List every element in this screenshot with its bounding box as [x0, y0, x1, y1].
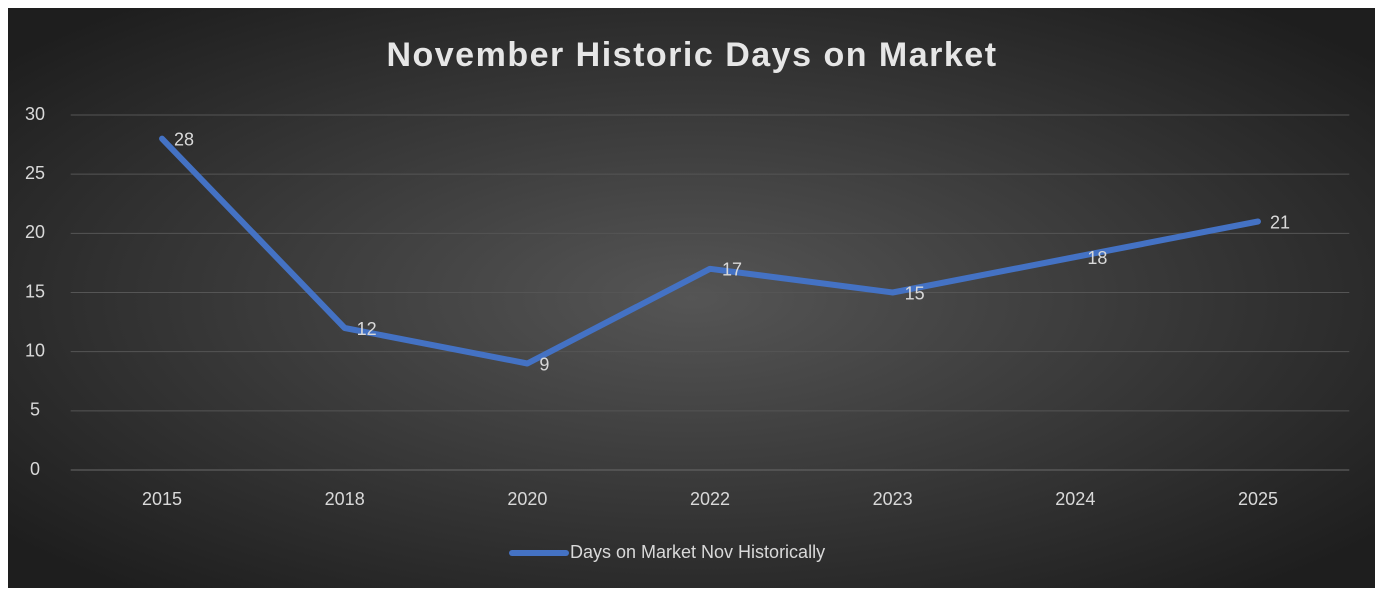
- legend-label: Days on Market Nov Historically: [570, 542, 825, 562]
- x-tick-label: 2020: [507, 489, 547, 509]
- data-label: 9: [539, 354, 549, 374]
- y-tick-label: 20: [25, 222, 45, 242]
- chart-background: [8, 8, 1375, 588]
- x-tick-label: 2022: [690, 489, 730, 509]
- x-tick-label: 2018: [325, 489, 365, 509]
- x-tick-label: 2023: [873, 489, 913, 509]
- y-tick-label: 30: [25, 104, 45, 124]
- data-label: 17: [722, 260, 742, 280]
- x-tick-label: 2015: [142, 489, 182, 509]
- x-tick-label: 2024: [1055, 489, 1095, 509]
- y-tick-label: 25: [25, 163, 45, 183]
- y-tick-label: 5: [30, 400, 40, 420]
- data-label: 21: [1270, 212, 1290, 232]
- data-label: 15: [905, 283, 925, 303]
- y-tick-label: 0: [30, 459, 40, 479]
- y-tick-label: 15: [25, 281, 45, 301]
- data-label: 18: [1087, 248, 1107, 268]
- chart-title: November Historic Days on Market: [386, 36, 997, 74]
- data-line: [159, 135, 1261, 367]
- x-tick-label: 2025: [1238, 489, 1278, 509]
- data-label: 28: [174, 129, 194, 149]
- data-label: 12: [357, 319, 377, 339]
- y-tick-label: 10: [25, 340, 45, 360]
